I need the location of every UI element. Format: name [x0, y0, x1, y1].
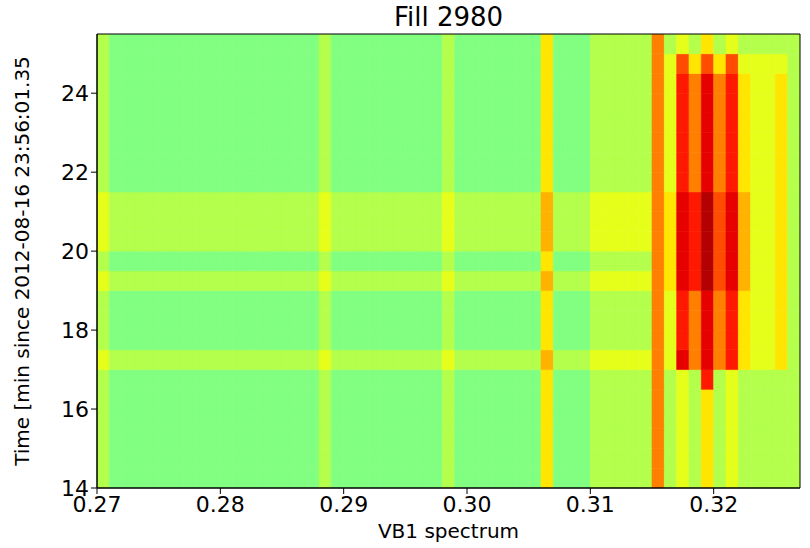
- svg-text:24: 24: [61, 81, 89, 106]
- svg-text:14: 14: [61, 476, 89, 501]
- svg-text:16: 16: [61, 397, 89, 422]
- svg-text:0.30: 0.30: [443, 492, 492, 517]
- svg-text:18: 18: [61, 318, 89, 343]
- svg-text:0.32: 0.32: [689, 492, 738, 517]
- svg-text:22: 22: [61, 160, 89, 185]
- html-text:Time [min since 2012-08-16 23:: Time [min since 2012-08-16 23:56:01.35: [10, 56, 34, 466]
- svg-text:0.27: 0.27: [72, 491, 122, 517]
- html-text:VB1 spectrum: VB1 spectrum: [377, 519, 520, 543]
- svg-text:0.31: 0.31: [566, 492, 615, 517]
- svg-text:0.28: 0.28: [196, 492, 245, 517]
- svg-text:0.29: 0.29: [319, 492, 368, 517]
- svg-text:20: 20: [61, 239, 89, 264]
- html-text:Fill 2980: Fill 2980: [393, 2, 504, 32]
